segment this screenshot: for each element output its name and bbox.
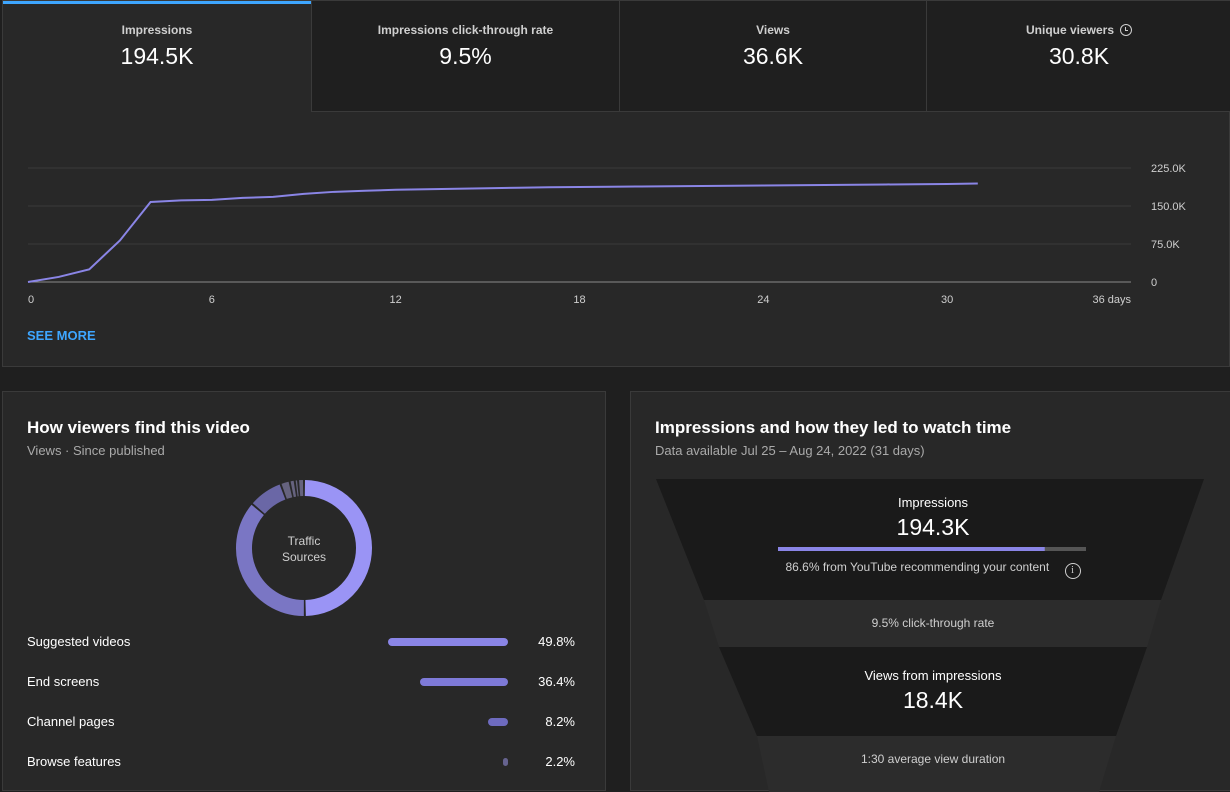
y-tick-label: 150.0K: [1151, 201, 1187, 213]
y-tick-label: 225.0K: [1151, 163, 1187, 175]
metric-value: 36.6K: [620, 43, 926, 70]
tab-impressions[interactable]: Impressions 194.5K: [3, 1, 312, 112]
impressions-funnel-card: Impressions and how they led to watch ti…: [630, 391, 1230, 791]
source-percent: 49.8%: [538, 634, 575, 649]
x-tick-label: 24: [757, 294, 769, 306]
funnel-impressions-value: 194.3K: [631, 514, 1230, 541]
funnel-views-label: Views from impressions: [631, 668, 1230, 683]
donut-label-line-2: Sources: [282, 550, 326, 564]
card-subtitle: Data available Jul 25 – Aug 24, 2022 (31…: [655, 443, 925, 458]
funnel-duration-text: 1:30 average view duration: [631, 752, 1230, 766]
see-more-link[interactable]: SEE MORE: [27, 328, 96, 343]
traffic-source-row[interactable]: End screens 36.4%: [27, 672, 587, 692]
impressions-line-chart: 0 75.0K 150.0K 225.0K 0 6 12 18 24 30 36 days: [3, 111, 1229, 316]
source-percent: 2.2%: [545, 754, 575, 769]
source-name: Suggested videos: [27, 634, 130, 649]
source-percent: 8.2%: [545, 714, 575, 729]
traffic-sources-card: How viewers find this video Views · Sinc…: [2, 391, 606, 791]
x-tick-label: 30: [941, 294, 953, 306]
x-tick-label: 6: [209, 294, 215, 306]
funnel-views-value: 18.4K: [631, 687, 1230, 714]
impressions-bar-fill: [778, 547, 1045, 551]
source-bar: [503, 758, 508, 766]
clock-icon[interactable]: [1120, 24, 1132, 36]
source-bar: [488, 718, 508, 726]
donut-segment[interactable]: [284, 490, 290, 492]
x-tick-label: 36 days: [1092, 294, 1131, 306]
donut-label-line-1: Traffic: [288, 534, 321, 548]
funnel-recommend-row: 86.6% from YouTube recommending your con…: [631, 560, 1230, 579]
metric-label: Impressions: [3, 23, 311, 37]
funnel-ctr-text: 9.5% click-through rate: [631, 616, 1230, 630]
metric-label: Unique viewers: [927, 23, 1230, 37]
metric-value: 30.8K: [927, 43, 1230, 70]
info-icon[interactable]: i: [1065, 563, 1081, 579]
overview-card: Impressions 194.5K Impressions click-thr…: [2, 0, 1230, 367]
x-tick-label: 0: [28, 294, 34, 306]
x-tick-label: 18: [573, 294, 585, 306]
metric-label-text: Unique viewers: [1026, 23, 1114, 37]
donut-segment[interactable]: [259, 492, 283, 509]
source-percent: 36.4%: [538, 674, 575, 689]
source-name: End screens: [27, 674, 99, 689]
traffic-source-row[interactable]: Channel pages 8.2%: [27, 712, 587, 732]
metric-label: Views: [620, 23, 926, 37]
tab-views[interactable]: Views 36.6K: [620, 1, 927, 112]
source-name: Browse features: [27, 754, 121, 769]
metric-value: 9.5%: [312, 43, 619, 70]
donut-center-label: Traffic Sources: [244, 533, 364, 565]
card-subtitle: Views · Since published: [27, 443, 165, 458]
source-bar: [420, 678, 508, 686]
funnel-impressions-label: Impressions: [631, 495, 1230, 510]
funnel-recommend-text: 86.6% from YouTube recommending your con…: [785, 560, 1049, 574]
impressions-series-line[interactable]: [28, 183, 978, 282]
y-tick-label: 75.0K: [1151, 239, 1180, 251]
tab-impressions-ctr[interactable]: Impressions click-through rate 9.5%: [312, 1, 620, 112]
card-title: How viewers find this video: [27, 418, 250, 438]
tab-unique-viewers[interactable]: Unique viewers 30.8K: [927, 1, 1230, 112]
traffic-source-row[interactable]: Suggested videos 49.8%: [27, 632, 587, 652]
card-title: Impressions and how they led to watch ti…: [655, 418, 1011, 438]
traffic-source-row[interactable]: Browse features 2.2%: [27, 752, 587, 772]
source-bar: [388, 638, 508, 646]
y-tick-label: 0: [1151, 277, 1157, 289]
metric-value: 194.5K: [3, 43, 311, 70]
source-name: Channel pages: [27, 714, 114, 729]
x-tick-label: 12: [390, 294, 402, 306]
metric-label: Impressions click-through rate: [312, 23, 619, 37]
